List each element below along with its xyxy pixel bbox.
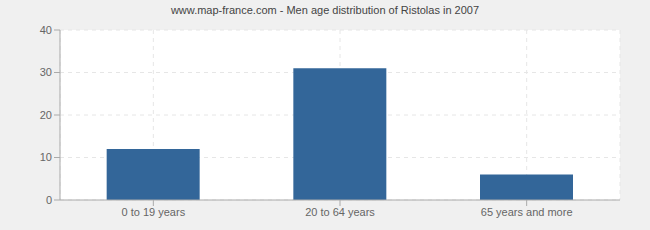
svg-text:30: 30 [40, 66, 52, 78]
svg-text:65 years and more: 65 years and more [481, 206, 573, 218]
svg-text:40: 40 [40, 24, 52, 36]
html-text:www.map-france.com - Men age d: www.map-france.com - Men age distributio… [170, 4, 480, 16]
svg-text:10: 10 [40, 151, 52, 163]
svg-text:0: 0 [46, 194, 52, 206]
svg-text:20: 20 [40, 109, 52, 121]
svg-text:0 to 19 years: 0 to 19 years [122, 206, 186, 218]
svg-text:20 to 64 years: 20 to 64 years [305, 206, 375, 218]
